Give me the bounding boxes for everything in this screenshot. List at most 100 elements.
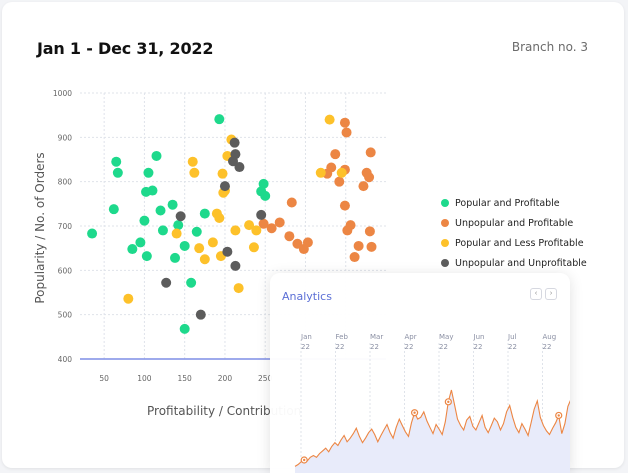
y-tick-label: 500 <box>58 311 73 320</box>
legend-label: Unpopular and Profitable <box>455 217 574 229</box>
legend-item-popular-profitable[interactable]: Popular and Profitable <box>441 193 587 213</box>
data-point <box>258 178 269 189</box>
month-label: Aug <box>543 333 557 341</box>
data-point <box>339 117 350 128</box>
data-point <box>191 226 202 237</box>
data-point <box>334 176 345 187</box>
legend-item-unpopular-profitable[interactable]: Unpopular and Profitable <box>441 213 587 233</box>
data-point <box>139 215 150 226</box>
data-point <box>248 242 259 253</box>
data-point <box>155 205 166 216</box>
data-point <box>339 200 350 211</box>
data-point <box>187 156 198 167</box>
data-point <box>258 218 269 229</box>
data-point <box>302 237 313 248</box>
data-point <box>217 168 228 179</box>
data-point <box>87 228 98 239</box>
analytics-panel: Jan 22 Feb 22 Mar 22 Apr 22 May 22 Jun 22 Jul 22 Aug 22… <box>270 273 570 473</box>
data-point <box>161 277 172 288</box>
data-point <box>230 260 241 271</box>
data-point <box>219 181 230 192</box>
data-point <box>315 167 326 178</box>
data-point <box>341 127 352 138</box>
data-point <box>330 149 341 160</box>
data-point <box>141 251 152 262</box>
data-point <box>157 225 168 236</box>
legend-item-popular-less-profitable[interactable]: Popular and Less Profitable <box>441 233 587 253</box>
legend-dot <box>441 199 449 207</box>
x-tick-label: 150 <box>178 374 193 383</box>
data-point <box>170 252 181 263</box>
legend-item-unpopular-unprofitable[interactable]: Unpopular and Unprofitable <box>441 253 587 273</box>
legend-label: Popular and Less Profitable <box>455 237 584 249</box>
highlight-marker-center <box>303 458 306 462</box>
legend-dot <box>441 239 449 247</box>
year-label: 22 <box>370 343 379 351</box>
data-point <box>207 237 218 248</box>
y-axis-title: Popularity / No. of Orders <box>33 152 47 304</box>
year-label: 22 <box>543 343 552 351</box>
month-label: Mar <box>370 333 383 341</box>
data-point <box>173 220 184 231</box>
data-point <box>349 252 360 263</box>
data-point <box>366 241 377 252</box>
data-point <box>229 137 240 148</box>
analytics-nav: ‹ › <box>530 288 557 300</box>
y-tick-label: 900 <box>58 133 73 142</box>
y-tick-label: 600 <box>58 266 73 275</box>
data-point <box>199 254 210 265</box>
data-point <box>345 220 356 231</box>
x-axis-title: Profitability / Contribution <box>147 404 302 418</box>
data-point <box>194 243 205 254</box>
date-range-title: Jan 1 - Dec 31, 2022 <box>37 39 214 58</box>
y-tick-label: 1000 <box>53 89 72 98</box>
data-point <box>284 231 295 242</box>
data-point <box>286 197 297 208</box>
month-label: Jan <box>300 333 312 341</box>
y-tick-label: 800 <box>58 178 73 187</box>
x-tick-label: 250 <box>258 374 273 383</box>
year-label: 22 <box>508 343 517 351</box>
data-point <box>365 147 376 158</box>
data-point <box>324 114 335 125</box>
x-tick-label: 100 <box>137 374 152 383</box>
legend-label: Popular and Profitable <box>455 197 560 209</box>
data-point <box>143 167 154 178</box>
data-point <box>175 211 186 222</box>
data-point <box>189 167 200 178</box>
data-point <box>147 185 158 196</box>
data-point <box>256 209 267 220</box>
data-point <box>326 162 337 173</box>
year-label: 22 <box>301 343 310 351</box>
legend-dot <box>441 219 449 227</box>
analytics-title: Analytics <box>282 290 332 303</box>
data-point <box>112 167 123 178</box>
branch-label: Branch no. 3 <box>511 40 588 54</box>
data-point <box>358 181 369 192</box>
data-point <box>230 149 241 160</box>
data-point <box>108 204 119 215</box>
month-label: Feb <box>336 333 349 341</box>
month-label: Jul <box>507 333 517 341</box>
data-point <box>127 244 138 255</box>
data-point <box>167 199 178 210</box>
analytics-line-chart: Jan 22 Feb 22 Mar 22 Apr 22 May 22 Jun 22 Jul 22 Aug 22 <box>294 333 570 473</box>
data-point <box>214 114 225 125</box>
prev-button[interactable]: ‹ <box>530 288 542 300</box>
legend-label: Unpopular and Unprofitable <box>455 257 587 269</box>
year-label: 22 <box>405 343 414 351</box>
data-point <box>179 240 190 251</box>
year-label: 22 <box>336 343 345 351</box>
data-point <box>233 283 244 294</box>
highlight-marker-center <box>447 400 450 404</box>
highlight-marker-center <box>413 411 416 414</box>
data-point <box>171 228 182 239</box>
data-point <box>151 150 162 161</box>
x-tick-label: 200 <box>218 374 233 383</box>
data-point <box>336 167 347 178</box>
data-point <box>274 217 285 228</box>
data-point <box>234 162 245 173</box>
year-label: 22 <box>474 343 483 351</box>
next-button[interactable]: › <box>545 288 557 300</box>
